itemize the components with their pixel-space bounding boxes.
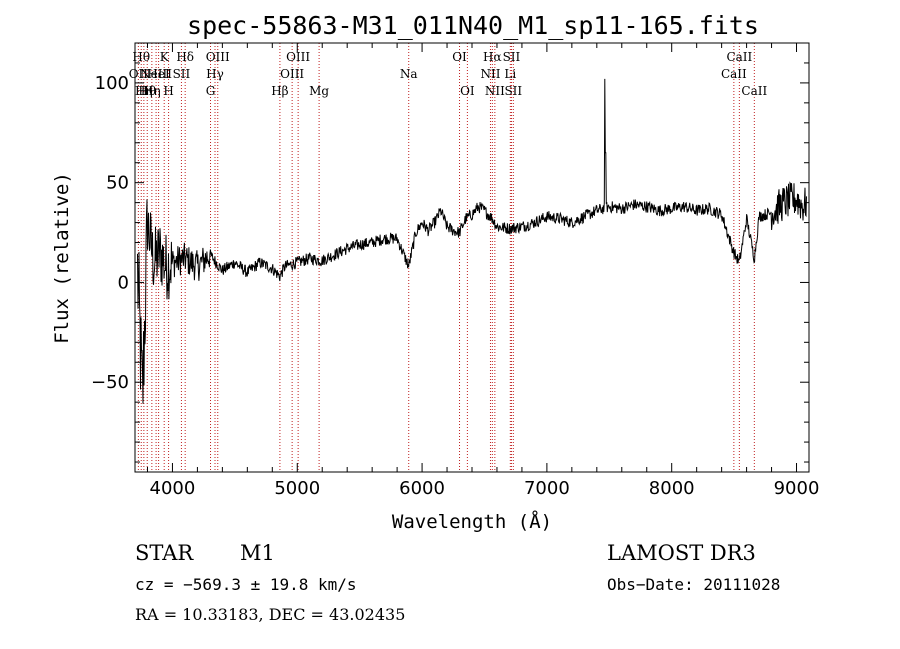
line-marker-label: H	[163, 84, 173, 98]
line-marker-label: Hη	[135, 84, 153, 98]
y-tick-label: 50	[106, 173, 129, 194]
y-axis-ticks: −50 0 50 100	[91, 62, 809, 463]
line-marker-label: OIII	[206, 50, 230, 64]
line-marker-label: Na	[400, 67, 418, 81]
line-marker-label: CaII	[741, 84, 767, 98]
line-marker-labels: OIIHθHηHθHηNeIIIHeIKHSIIHδGHγOIIIHβOIIIO…	[129, 50, 768, 98]
line-marker-label: OII	[129, 67, 149, 81]
y-tick-label: 0	[118, 272, 129, 293]
x-axis-ticks: 4000 5000 6000 7000 8000 9000	[146, 43, 820, 499]
y-axis-label: Flux (relative)	[51, 172, 73, 344]
line-marker-label: OIII	[280, 67, 304, 81]
line-marker-label: HeI	[147, 67, 170, 81]
line-marker-label: Hθ	[132, 50, 150, 64]
y-tick-label: 100	[95, 73, 129, 94]
line-marker-label: Hβ	[271, 84, 288, 98]
line-marker-label: CaII	[726, 50, 752, 64]
line-marker-label: Mg	[309, 84, 329, 98]
x-tick-label: 7000	[524, 478, 570, 499]
line-marker-label: Hγ	[206, 67, 224, 81]
y-tick-label: −50	[91, 372, 129, 393]
line-marker-label: OIII	[286, 50, 310, 64]
line-marker-label: G	[206, 84, 216, 98]
line-markers	[137, 43, 755, 472]
obs-date: Obs−Date: 20111028	[607, 575, 780, 594]
line-marker-label: Li	[504, 67, 516, 81]
velocity-readout: cz = −569.3 ± 19.8 km/s	[135, 575, 357, 594]
x-tick-label: 8000	[649, 478, 695, 499]
chart-title: spec-55863-M31_011N40_M1_sp11-165.fits	[187, 11, 759, 40]
line-marker-label: K	[160, 50, 170, 64]
survey-name: LAMOST DR3	[607, 541, 756, 565]
object-subclass: M1	[240, 541, 275, 565]
coordinates: RA = 10.33183, DEC = 43.02435	[135, 605, 405, 624]
line-marker-label: SII	[173, 67, 191, 81]
line-marker-label: NII	[485, 84, 505, 98]
line-marker-label: OI	[452, 50, 467, 64]
line-marker-label: CaII	[721, 67, 747, 81]
x-tick-label: 6000	[399, 478, 445, 499]
object-class: STAR	[135, 541, 194, 565]
line-marker-label: Hθ	[138, 84, 156, 98]
plot-frame	[134, 42, 810, 473]
line-marker-label: NII	[480, 67, 500, 81]
x-axis-label: Wavelength (Å)	[392, 510, 552, 533]
line-marker-label: Hα	[483, 50, 502, 64]
spectrum-plot	[137, 78, 807, 404]
line-marker-label: SII	[503, 50, 521, 64]
line-marker-label: NeIII	[140, 67, 172, 81]
x-tick-label: 9000	[774, 478, 820, 499]
x-tick-label: 5000	[274, 478, 320, 499]
line-marker-label: Hη	[143, 84, 161, 98]
x-tick-label: 4000	[150, 478, 196, 499]
line-marker-label: SII	[504, 84, 522, 98]
spectrum-line	[137, 78, 807, 404]
line-marker-label: OI	[460, 84, 475, 98]
line-marker-label: Hδ	[176, 50, 194, 64]
